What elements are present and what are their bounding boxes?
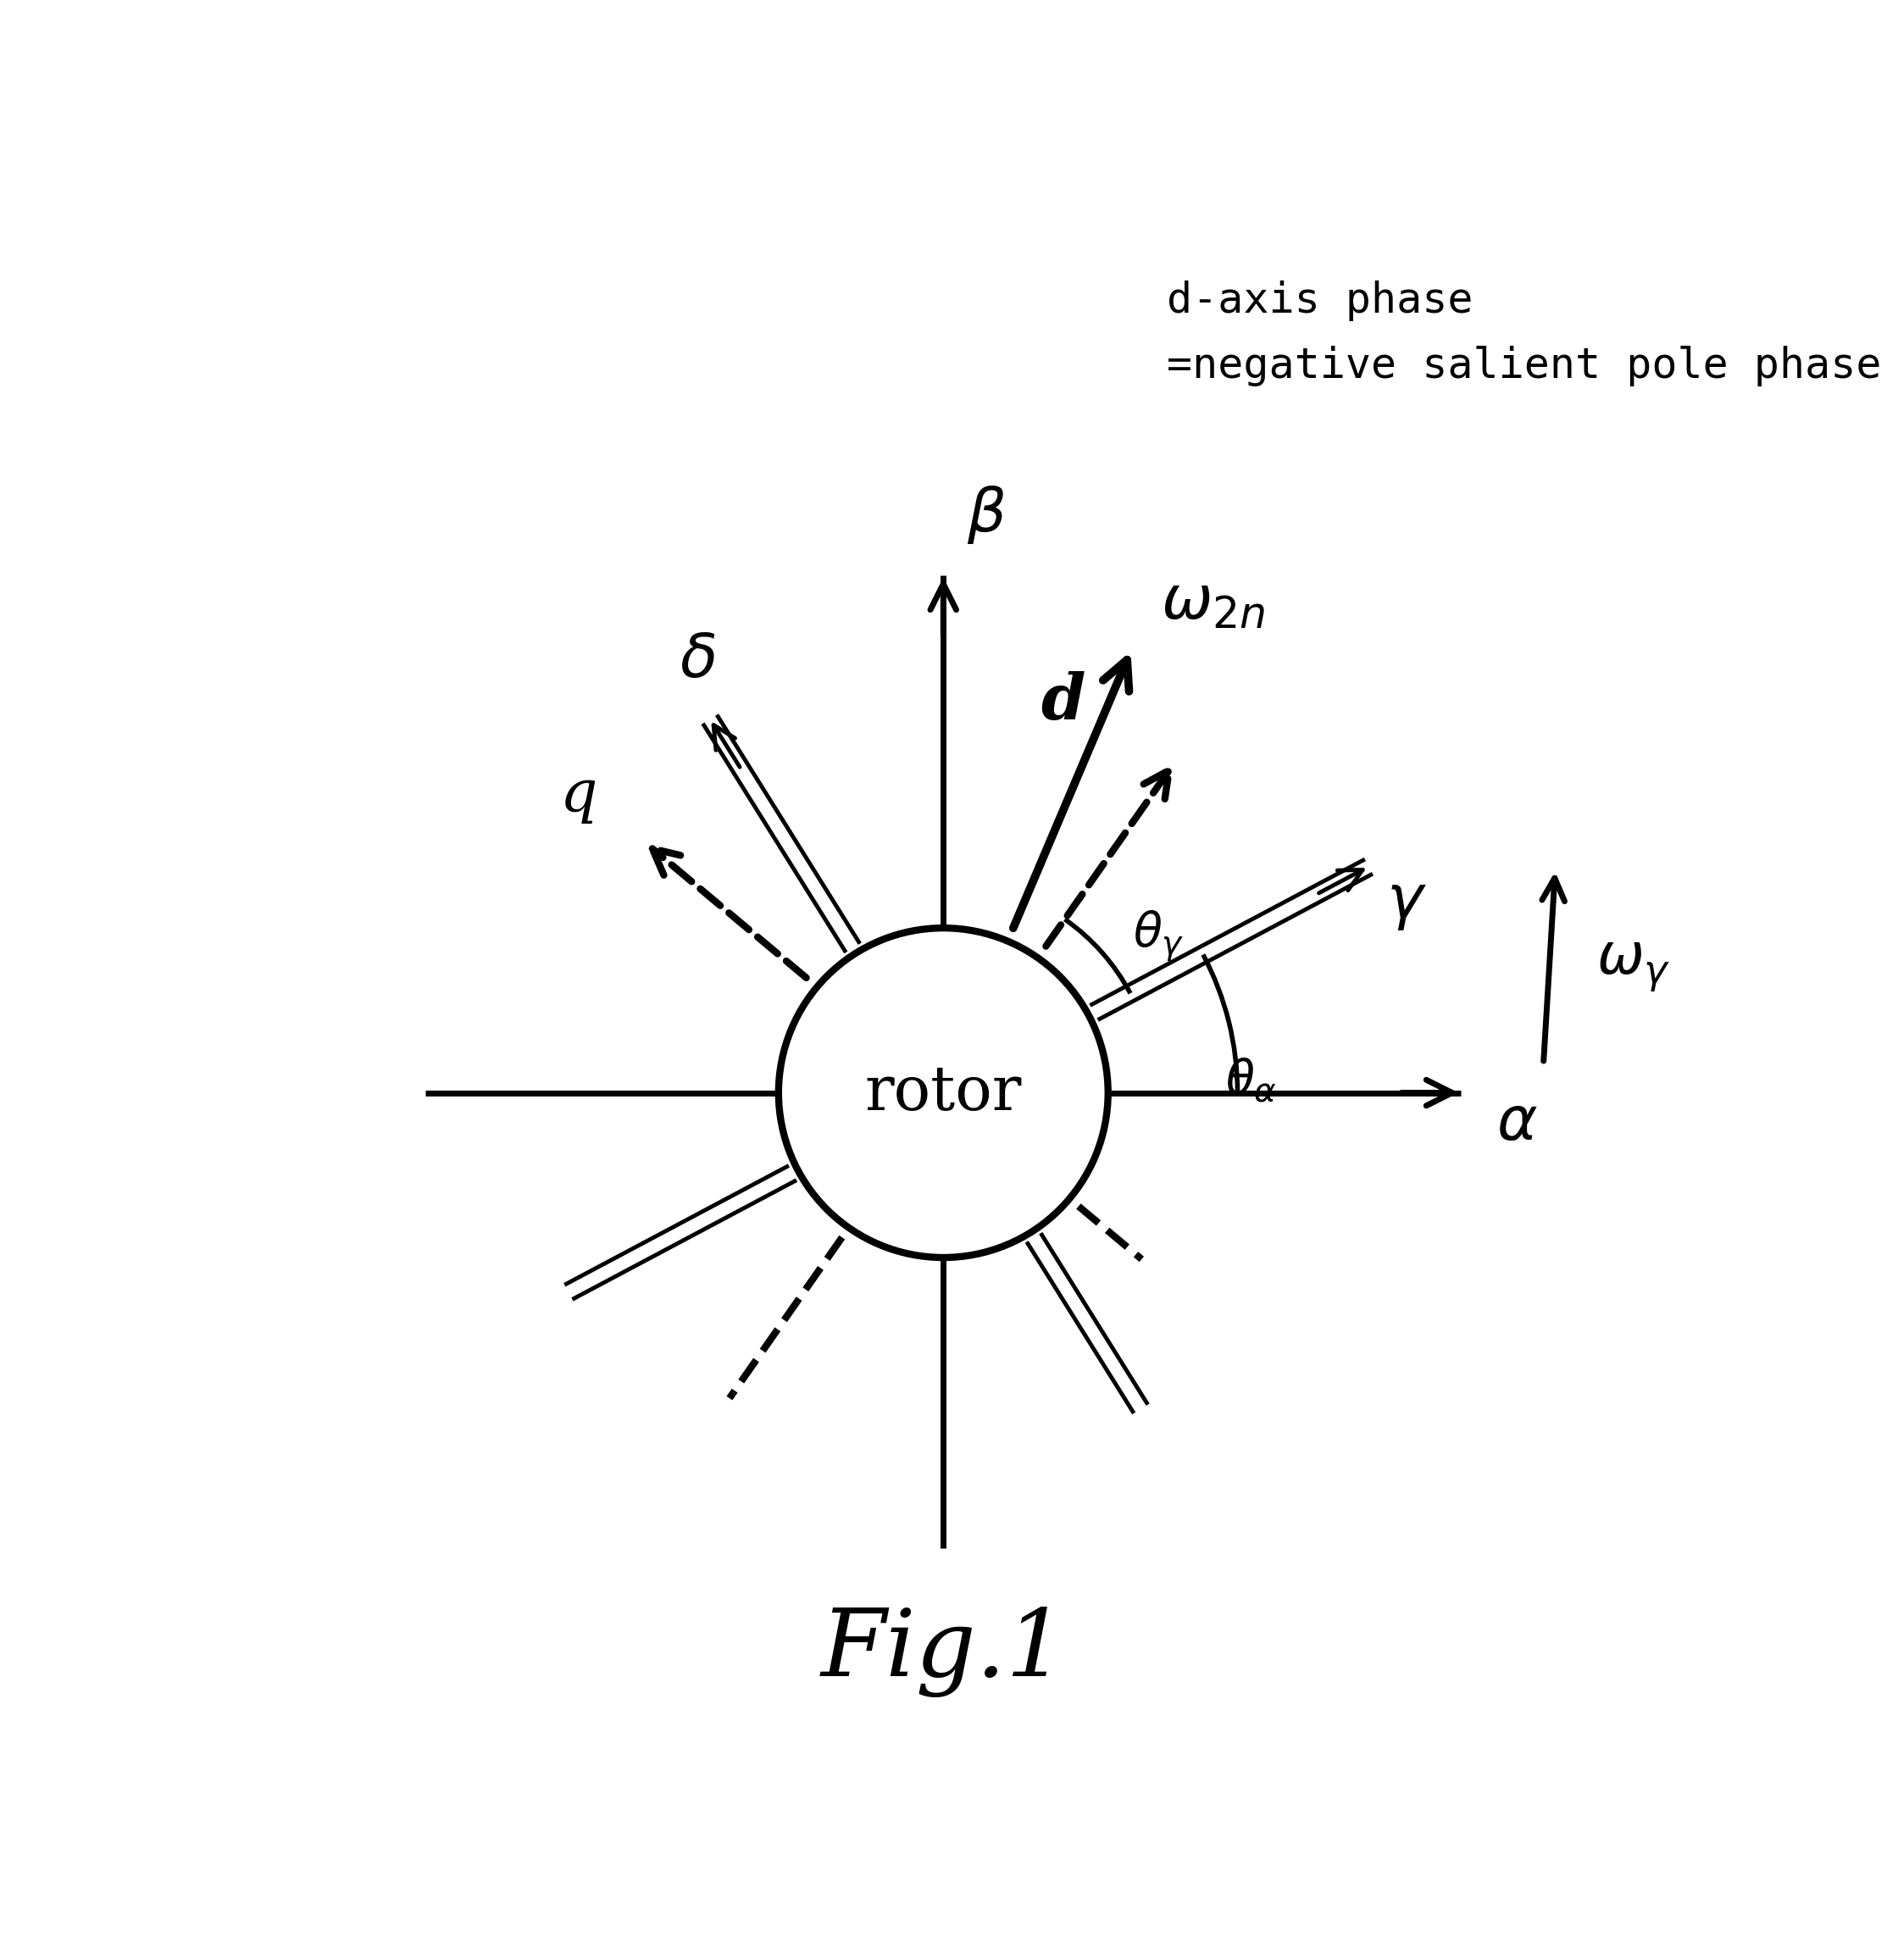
Text: rotor: rotor (865, 1062, 1021, 1123)
Text: $\theta_{\gamma}$: $\theta_{\gamma}$ (1133, 909, 1184, 962)
Text: $\theta_{\alpha}$: $\theta_{\alpha}$ (1226, 1056, 1277, 1105)
Text: d-axis phase: d-axis phase (1167, 280, 1473, 321)
Text: q: q (560, 768, 598, 825)
Text: =negative salient pole phase: =negative salient pole phase (1167, 345, 1881, 386)
Text: $\beta$: $\beta$ (966, 484, 1006, 545)
Text: $\alpha$: $\alpha$ (1496, 1092, 1537, 1152)
Text: $\omega_{2n}$: $\omega_{2n}$ (1162, 572, 1266, 631)
Text: Fig.1: Fig.1 (820, 1607, 1067, 1697)
Text: $\gamma$: $\gamma$ (1386, 872, 1427, 933)
Text: $\delta$: $\delta$ (679, 629, 716, 690)
Circle shape (778, 927, 1108, 1258)
Text: d: d (1040, 670, 1086, 733)
Text: $\omega_{\gamma}$: $\omega_{\gamma}$ (1596, 939, 1670, 994)
